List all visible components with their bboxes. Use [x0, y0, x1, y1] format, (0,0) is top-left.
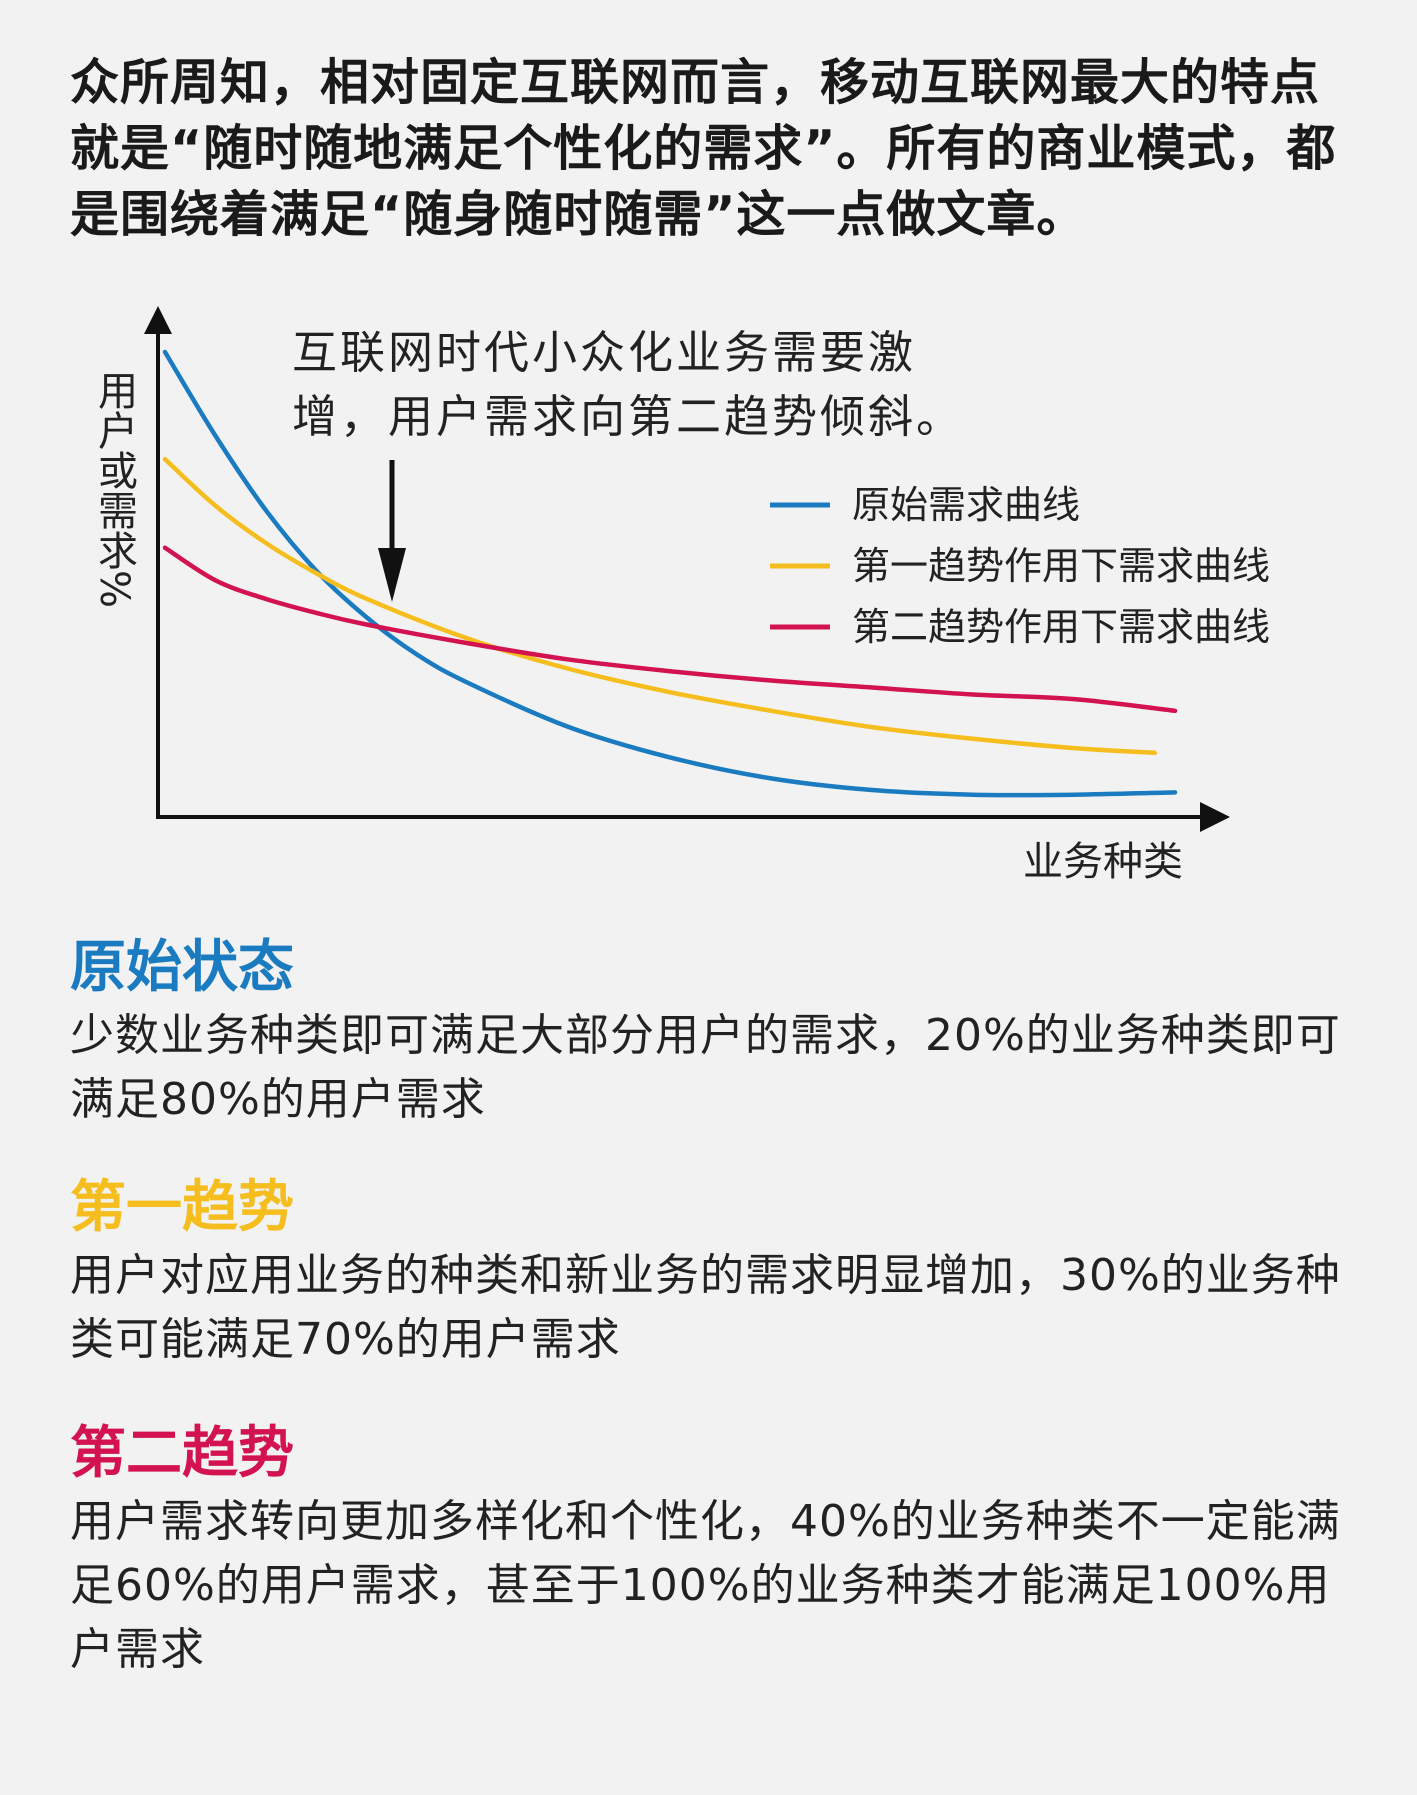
series-group — [162, 349, 1178, 798]
section-first-trend: 第一趋势 用户对应用业务的种类和新业务的需求明显增加，30%的业务种类可能满足7… — [70, 1172, 1360, 1372]
series-line-1 — [162, 349, 1178, 798]
y-axis-arrow — [144, 306, 172, 334]
series-line-3 — [162, 545, 1178, 714]
annotation-line-2: 增，用户需求向第二趋势倾斜。 — [292, 390, 964, 443]
section-original-state: 原始状态 少数业务种类即可满足大部分用户的需求，20%的业务种类即可满足80%的… — [70, 932, 1360, 1132]
demand-curve-chart: 用户或需求% 业务种类 互联网时代小众化业务需要激 增，用户需求向第二趋势倾斜。… — [91, 306, 1270, 885]
x-axis-label: 业务种类 — [1023, 839, 1183, 885]
x-axis-arrow — [1200, 802, 1230, 832]
legend-label-3: 第二趋势作用下需求曲线 — [852, 605, 1270, 649]
section-text-second: 用户需求转向更加多样化和个性化，40%的业务种类不一定能满足60%的用户需求，甚… — [70, 1496, 1341, 1675]
legend-label-2: 第一趋势作用下需求曲线 — [852, 544, 1270, 588]
section-title-second: 第二趋势 — [70, 1421, 294, 1486]
intro-paragraph: 众所周知，相对固定互联网而言，移动互联网最大的特点就是“随时随地满足个性化的需求… — [70, 54, 1337, 243]
section-title-first: 第一趋势 — [70, 1175, 294, 1240]
section-text-first: 用户对应用业务的种类和新业务的需求明显增加，30%的业务种类可能满足70%的用户… — [70, 1250, 1341, 1365]
section-text-original: 少数业务种类即可满足大部分用户的需求，20%的业务种类即可满足80%的用户需求 — [70, 1010, 1341, 1125]
series-line-2 — [162, 456, 1158, 756]
legend-label-1: 原始需求曲线 — [852, 483, 1080, 527]
annotation-arrow-head — [378, 548, 406, 602]
section-second-trend: 第二趋势 用户需求转向更加多样化和个性化，40%的业务种类不一定能满足60%的用… — [70, 1418, 1360, 1682]
section-title-original: 原始状态 — [70, 935, 294, 1000]
y-axis-label: 用户或需求% — [91, 370, 137, 608]
annotation-line-1: 互联网时代小众化业务需要激 — [292, 326, 916, 379]
